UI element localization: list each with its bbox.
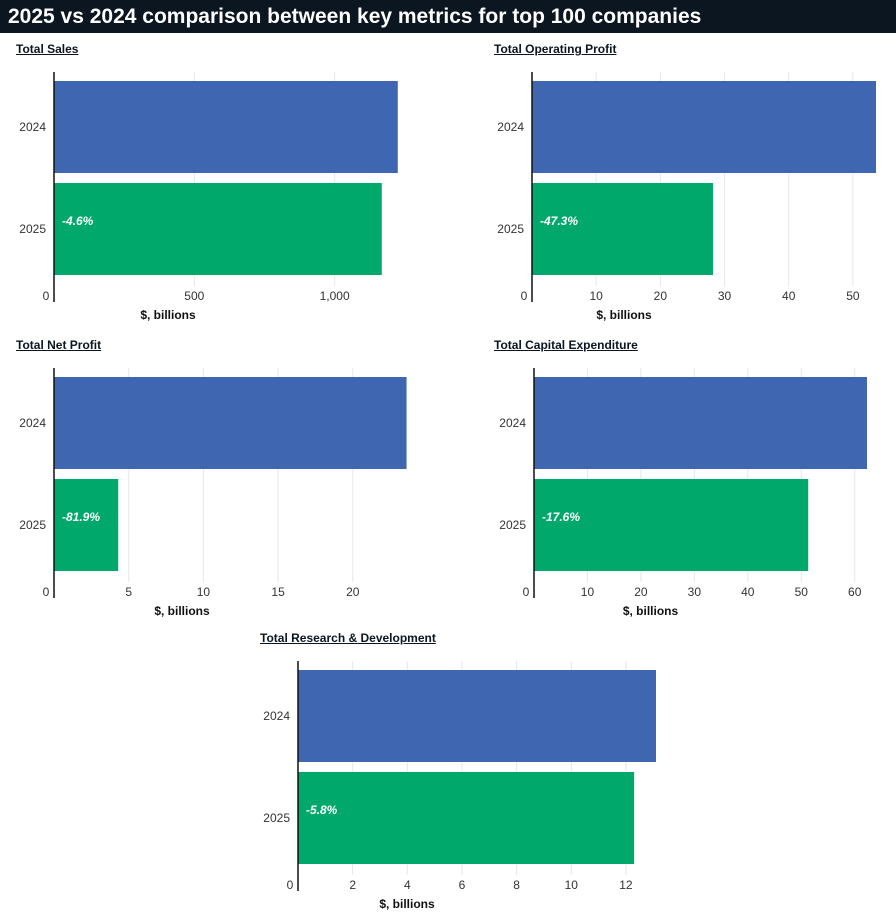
data-label: -47.3%: [540, 214, 578, 228]
data-label: -81.9%: [62, 510, 100, 524]
tick-label: 20: [346, 585, 360, 599]
category-label: 2025: [499, 518, 526, 532]
category-label: 2024: [19, 416, 46, 430]
tick-label: 12: [619, 878, 633, 892]
bar-chart: 2024 2025 -5.8% 0 2 4 6 8 10 12 $, billions: [263, 661, 656, 911]
tick-label: 50: [846, 289, 860, 303]
category-label: 2025: [497, 222, 524, 236]
x-axis-label: $, billions: [154, 604, 210, 618]
tick-label: 6: [459, 878, 466, 892]
bar-2025: [532, 183, 713, 275]
tick-label: 8: [513, 878, 520, 892]
tick-label: 0: [287, 878, 294, 892]
bar-2024: [298, 670, 656, 762]
tick-label: 500: [184, 289, 204, 303]
x-axis-label: $, billions: [596, 308, 652, 322]
tick-label: 1,000: [320, 289, 350, 303]
x-axis-label: $, billions: [623, 604, 679, 618]
tick-label: 10: [565, 878, 579, 892]
data-label: -5.8%: [306, 803, 338, 817]
tick-label: 0: [43, 289, 50, 303]
tick-label: 40: [782, 289, 796, 303]
tick-label: 10: [197, 585, 211, 599]
data-label: -17.6%: [542, 510, 580, 524]
bar-2024: [54, 81, 398, 173]
tick-label: 60: [848, 585, 862, 599]
tick-label: 0: [523, 585, 530, 599]
chart-title: Total Net Profit: [16, 338, 102, 352]
bar-2025: [54, 183, 382, 275]
bar-2025: [534, 479, 809, 571]
bar-chart: 2024 2025 -4.6% 0 500 1,000 $, billions: [19, 72, 398, 322]
bar-chart: 2024 2025 -17.6% 0 10 20 30 40 50 60 $, billions: [499, 368, 867, 618]
tick-label: 10: [581, 585, 595, 599]
page-title: 2025 vs 2024 comparison between key metr…: [0, 0, 896, 33]
tick-label: 40: [741, 585, 755, 599]
tick-label: 50: [795, 585, 809, 599]
tick-label: 0: [43, 585, 50, 599]
category-label: 2025: [19, 222, 46, 236]
tick-label: 4: [404, 878, 411, 892]
tick-label: 30: [718, 289, 732, 303]
data-label: -4.6%: [62, 214, 94, 228]
chart-title: Total Sales: [16, 42, 79, 56]
tick-label: 10: [589, 289, 603, 303]
category-label: 2024: [497, 120, 524, 134]
tick-label: 20: [654, 289, 668, 303]
tick-label: 2: [349, 878, 356, 892]
chart-panel-total-operating-profit: Total Operating Profit 2024 2025 -47.3% 0 10…: [478, 38, 896, 328]
chart-title: Total Research & Development: [260, 631, 436, 645]
tick-label: 20: [634, 585, 648, 599]
tick-label: 30: [688, 585, 702, 599]
bar-2024: [534, 377, 867, 469]
bar-2024: [54, 377, 407, 469]
chart-panel-total-sales: Total Sales 2024 2025 -4.6% 0 500 1,000 $, bil…: [0, 38, 448, 328]
bar-2025: [54, 479, 119, 571]
category-label: 2025: [263, 811, 290, 825]
category-label: 2025: [19, 518, 46, 532]
chart-panel-total-research-development: Total Research & Development 2024 2025 -5.…: [244, 627, 692, 915]
tick-label: 5: [125, 585, 132, 599]
bar-2024: [532, 81, 876, 173]
chart-panel-total-net-profit: Total Net Profit 2024 2025 -81.9% 0 5 10 15 20 $…: [0, 334, 448, 624]
x-axis-label: $, billions: [140, 308, 196, 322]
bar-chart: 2024 2025 -81.9% 0 5 10 15 20 $, billions: [19, 368, 407, 618]
category-label: 2024: [499, 416, 526, 430]
chart-title: Total Capital Expenditure: [494, 338, 638, 352]
category-label: 2024: [19, 120, 46, 134]
chart-title: Total Operating Profit: [494, 42, 617, 56]
tick-label: 0: [521, 289, 528, 303]
bar-2025: [298, 772, 635, 864]
tick-label: 15: [271, 585, 285, 599]
category-label: 2024: [263, 709, 290, 723]
bar-chart: 2024 2025 -47.3% 0 10 20 30 40 50 $, billions: [497, 72, 876, 322]
x-axis-label: $, billions: [379, 897, 435, 911]
chart-panel-total-capital-expenditure: Total Capital Expenditure 2024 2025 -17.6%…: [478, 334, 896, 624]
